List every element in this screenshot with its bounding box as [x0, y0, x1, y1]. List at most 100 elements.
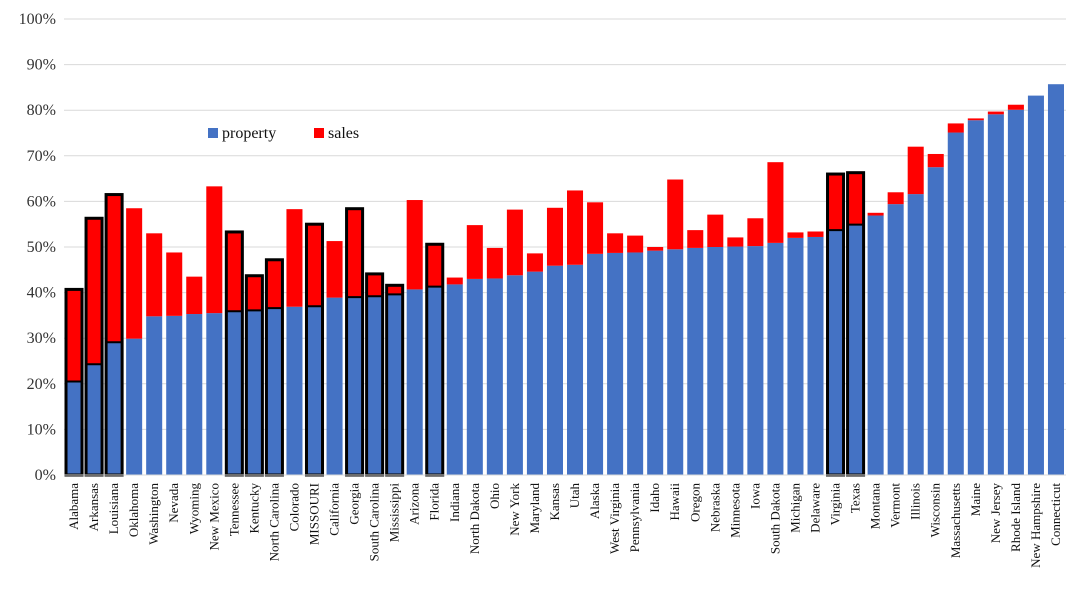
x-category-label: Tennessee — [226, 483, 241, 536]
bar-property — [66, 381, 83, 475]
bar-sales — [947, 123, 964, 133]
x-category-label: New Jersey — [988, 483, 1003, 544]
bar-sales — [546, 207, 563, 266]
x-category-label: Wisconsin — [928, 483, 943, 538]
bar-sales — [907, 146, 924, 195]
x-category-label: Mississippi — [387, 483, 402, 543]
bar-property — [727, 246, 744, 475]
bar-sales — [587, 202, 604, 254]
y-tick-label: 10% — [27, 421, 56, 438]
x-category-label: South Carolina — [367, 483, 382, 562]
x-category-label: Minnesota — [727, 483, 742, 538]
bar-property — [106, 342, 123, 475]
bar-sales — [106, 194, 123, 343]
x-category-label: Delaware — [808, 483, 823, 533]
bar-sales — [426, 244, 443, 287]
bar-sales — [346, 208, 363, 298]
bar-property — [226, 311, 243, 475]
x-category-label: Utah — [567, 483, 582, 509]
bar-property — [286, 306, 303, 475]
bar-property — [206, 313, 223, 475]
x-category-label: Connecticut — [1048, 483, 1063, 546]
bar-property — [386, 294, 403, 475]
bar-property — [526, 271, 543, 475]
x-category-label: Alabama — [66, 483, 81, 530]
x-category-label: Indiana — [447, 483, 462, 522]
bar-property — [426, 286, 443, 475]
y-tick-label: 80% — [27, 102, 56, 119]
bars — [64, 84, 1064, 477]
bar-sales — [246, 275, 263, 311]
y-tick-label: 40% — [27, 285, 56, 302]
x-category-label: Arkansas — [86, 483, 101, 531]
bar-sales — [787, 232, 804, 238]
x-category-label: MISSOURI — [307, 483, 322, 545]
y-tick-label: 30% — [27, 330, 56, 347]
x-category-label: Arizona — [407, 483, 422, 525]
x-category-label: Wyoming — [186, 483, 201, 535]
legend-label: sales — [328, 125, 359, 142]
x-category-label: Oregon — [687, 483, 702, 522]
bar-sales — [707, 214, 724, 247]
bar-property — [326, 297, 343, 475]
bar-property — [667, 249, 684, 475]
x-category-label: New York — [507, 483, 522, 536]
bar-sales — [286, 209, 303, 307]
bar-sales — [927, 153, 944, 168]
bar-property — [847, 224, 864, 475]
bar-sales — [1007, 104, 1024, 110]
x-category-label: Illinois — [908, 483, 923, 520]
x-category-label: Louisiana — [106, 483, 121, 534]
x-category-label: Oklahoma — [126, 483, 141, 537]
x-category-label: Texas — [848, 483, 863, 513]
bar-sales — [867, 212, 884, 216]
bar-property — [627, 252, 644, 475]
x-category-label: Kentucky — [246, 483, 261, 534]
bar-sales — [967, 118, 984, 121]
legend-swatch — [314, 128, 324, 138]
bar-sales — [807, 231, 824, 237]
bar-property — [1027, 95, 1044, 475]
y-tick-label: 60% — [27, 193, 56, 210]
bar-sales — [627, 235, 644, 253]
bar-sales — [526, 253, 543, 272]
x-category-label: North Carolina — [266, 483, 281, 562]
bar-property — [587, 253, 604, 475]
bar-property — [647, 250, 664, 475]
bar-property — [707, 247, 724, 475]
bar-property — [1047, 84, 1064, 475]
x-category-label: Maine — [968, 483, 983, 516]
bar-property — [146, 316, 163, 475]
bar-property — [186, 314, 203, 475]
bar-sales — [607, 233, 624, 253]
bar-property — [86, 364, 103, 475]
bar-sales — [647, 247, 664, 251]
y-tick-label: 100% — [19, 11, 56, 28]
x-category-label: Hawaii — [667, 483, 682, 521]
bar-sales — [486, 247, 503, 279]
x-category-label: North Dakota — [467, 483, 482, 554]
x-category-label: Vermont — [888, 483, 903, 528]
bar-property — [266, 308, 283, 475]
bar-sales — [446, 277, 463, 285]
x-category-label: California — [327, 483, 342, 536]
x-category-label: Kansas — [547, 483, 562, 521]
bar-property — [306, 306, 323, 475]
x-category-label: Maryland — [527, 483, 542, 534]
bar-sales — [266, 259, 283, 309]
x-category-label: Pennsylvania — [627, 483, 642, 553]
bar-property — [346, 297, 363, 475]
bar-property — [867, 215, 884, 475]
bar-property — [787, 237, 804, 475]
x-category-label: Montana — [868, 483, 883, 529]
x-category-label: Idaho — [647, 483, 662, 513]
bar-property — [446, 284, 463, 475]
x-category-label: West Virginia — [607, 483, 622, 554]
bar-property — [687, 247, 704, 475]
x-category-label: Rhode Island — [1008, 483, 1023, 552]
bar-property — [1007, 109, 1024, 475]
bar-sales — [206, 186, 223, 314]
x-category-label: Florida — [427, 483, 442, 521]
